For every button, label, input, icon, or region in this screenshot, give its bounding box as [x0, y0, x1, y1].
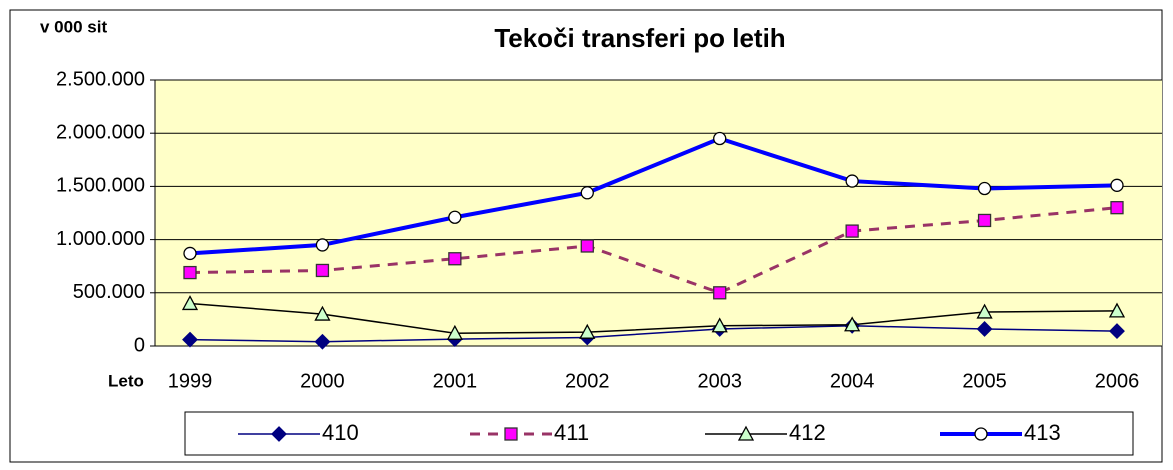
- marker: [448, 252, 462, 266]
- marker: [183, 246, 197, 261]
- marker: [182, 331, 198, 348]
- legend-label: 412: [789, 420, 826, 445]
- marker: [845, 224, 859, 238]
- series-line: [189, 302, 1118, 334]
- x-tick-label: 2000: [300, 370, 345, 392]
- series-line: [189, 325, 1118, 343]
- marker: [1110, 201, 1124, 215]
- marker: [713, 131, 727, 146]
- marker: [579, 323, 596, 339]
- marker: [314, 305, 331, 321]
- marker: [844, 316, 861, 332]
- marker: [713, 286, 727, 300]
- x-tick-label: 2006: [1095, 370, 1140, 392]
- x-tick-label: 2001: [433, 370, 478, 392]
- x-axis-label: Leto: [108, 371, 144, 390]
- marker: [314, 333, 331, 350]
- y-tick-label: 1.000.000: [56, 228, 145, 250]
- marker: [737, 425, 755, 441]
- marker: [976, 321, 993, 337]
- x-tick-label: 2005: [962, 370, 1007, 392]
- series-line: [189, 206, 1118, 295]
- marker: [271, 426, 287, 442]
- marker: [711, 317, 728, 333]
- marker: [315, 238, 330, 252]
- marker: [1109, 323, 1125, 340]
- marker: [1110, 178, 1124, 192]
- y-tick-label: 2.500.000: [56, 68, 145, 90]
- legend-label: 410: [322, 420, 359, 445]
- marker: [580, 186, 594, 200]
- marker: [976, 303, 993, 319]
- chart-title: Tekoči transferi po letih: [494, 23, 785, 53]
- marker: [504, 427, 518, 441]
- marker: [974, 427, 988, 441]
- y-tick-label: 2.000.000: [56, 121, 145, 143]
- marker: [446, 324, 463, 340]
- marker: [977, 181, 992, 196]
- legend-label: 411: [554, 420, 589, 445]
- series-line: [189, 136, 1118, 256]
- x-tick-label: 2002: [565, 370, 610, 392]
- x-tick-label: 2004: [830, 370, 875, 392]
- y-tick-label: 500.000: [73, 281, 145, 303]
- marker: [448, 210, 462, 224]
- y-tick-label: 1.500.000: [56, 175, 145, 197]
- x-tick-label: 1999: [168, 370, 213, 392]
- marker: [181, 295, 199, 311]
- y-axis-label: v 000 sit: [40, 17, 107, 36]
- marker: [580, 239, 594, 253]
- y-tick-label: 0: [134, 334, 145, 356]
- marker: [315, 263, 330, 278]
- marker: [845, 174, 859, 188]
- marker: [1108, 302, 1126, 318]
- plot-area: [155, 80, 1162, 346]
- x-tick-label: 2003: [697, 370, 742, 392]
- marker: [183, 265, 197, 280]
- legend-label: 413: [1024, 420, 1061, 445]
- marker: [977, 213, 992, 228]
